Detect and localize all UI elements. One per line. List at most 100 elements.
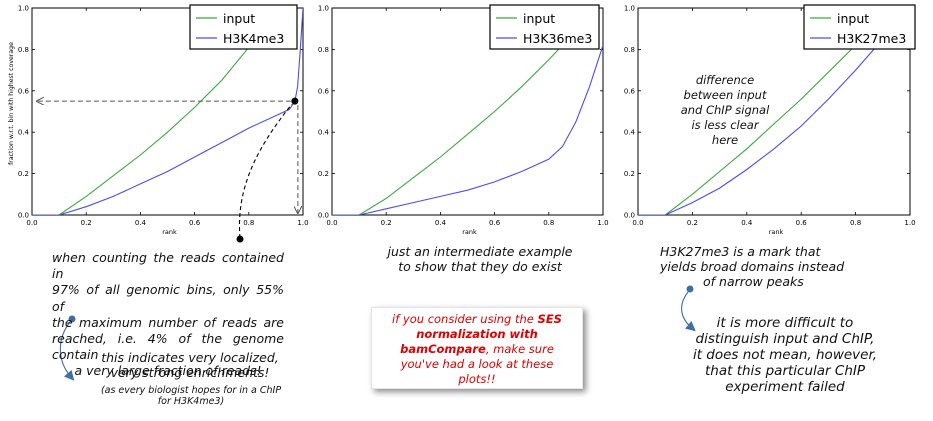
plot-frame [331, 7, 604, 216]
panel1-line-3: the maximum number of reads are [52, 314, 284, 330]
panel2-line-2: to show that they do exist [398, 259, 562, 274]
y-tick-label: 0.8 [18, 46, 29, 54]
series-line-input [638, 22, 878, 215]
x-tick-label: 1.0 [904, 219, 915, 227]
chart-panel-1: 0.0 0.2 0.4 0.6 0.8 1.0 0.0 0.2 0.4 0.6 0.8 1.0 rank… [8, 4, 309, 236]
y-tick-label: 0.0 [318, 212, 329, 220]
y-tick-label: 0.4 [318, 129, 330, 137]
panel1-note: (as every biologist hopes for in a ChIP … [86, 385, 296, 407]
y-tick-label: 0.0 [18, 212, 29, 220]
x-tick-label: 0.4 [135, 219, 147, 227]
x-tick-label: 0.2 [687, 219, 698, 227]
chart-panel-3: 0.0 0.2 0.4 0.6 0.8 1.0 0.0 0.2 0.4 0.6 0.8 1.0 rank… [624, 4, 916, 236]
y-tick-label: 0.6 [624, 87, 636, 95]
panel1-line-5: a very large fraction of reads! [74, 363, 262, 379]
callout-bold-2: normalization with [416, 327, 538, 341]
panel3-explanation: H3K27me3 is a mark that yields broad dom… [660, 244, 870, 289]
callout-line-2: normalization with [372, 327, 582, 342]
plot-frame [637, 7, 911, 216]
bullet-arrow-1 [59, 321, 75, 381]
panel3-inside-line-2: between input [683, 88, 767, 102]
y-tick-label: 0.2 [318, 170, 329, 178]
y-tick-label: 0.8 [318, 46, 329, 54]
x-tick-label: 0.0 [326, 219, 337, 227]
panel3-line-3: of narrow peaks [703, 274, 804, 289]
y-tick-label: 0.2 [624, 170, 635, 178]
pointer-connector [238, 103, 293, 239]
x-tick-label: 0.6 [489, 219, 501, 227]
x-tick-label: 0.8 [850, 219, 861, 227]
panel1-line-1: when counting the reads contained in [52, 250, 284, 282]
legend-entry: H3K4me3 [223, 31, 284, 46]
y-tick-label: 0.4 [624, 129, 636, 137]
panel3-inside-note: difference between input and ChIP signal… [665, 73, 785, 148]
y-tick-label: 1.0 [318, 5, 329, 13]
panel3-line-1: H3K27me3 is a mark that [660, 244, 821, 259]
chart-panel-2: 0.0 0.2 0.4 0.6 0.8 1.0 0.0 0.2 0.4 0.6 0.8 1.0 rank… [318, 4, 609, 236]
callout-part-2: , make sure [485, 342, 554, 356]
legend-box [803, 4, 916, 50]
series-line-h3k27me3 [638, 38, 884, 215]
x-tick-label: 0.2 [81, 219, 92, 227]
x-tick-label: 0.6 [189, 219, 201, 227]
callout-bold-3: bamCompare [400, 342, 486, 356]
panel3-inside-line-1: difference [695, 73, 755, 87]
legend-box [489, 4, 600, 50]
x-tick-label: 0.8 [543, 219, 554, 227]
series-line-input [32, 28, 263, 215]
x-tick-label: 0.4 [435, 219, 447, 227]
legend-entry: input [837, 11, 869, 26]
legend-entry: H3K27me3 [837, 31, 906, 46]
x-tick-label: 0.4 [741, 219, 753, 227]
y-tick-label: 1.0 [624, 5, 635, 13]
bullet-dot-2 [686, 285, 694, 293]
x-axis-label: rank [162, 228, 177, 236]
y-tick-label: 0.6 [318, 87, 330, 95]
panel3-inside-line-4: is less clear [691, 118, 759, 132]
x-tick-label: 0.0 [632, 219, 643, 227]
panel3-inside-line-3: and ChIP signal [680, 103, 770, 117]
y-tick-label: 0.0 [624, 212, 635, 220]
panel3-conclusion-line-5: experiment failed [725, 379, 845, 395]
series-line-input [332, 13, 590, 215]
callout-line-3: bamCompare, make sure [372, 342, 582, 357]
callout-bold-1: SES [537, 312, 562, 326]
panel3-conclusion-line-2: distinguish input and ChIP, [695, 331, 875, 347]
panel1-note-line-2: for H3K4me3) [157, 396, 225, 407]
legend-box [189, 4, 298, 50]
bullet-dot-1 [68, 315, 76, 323]
y-axis-label: fraction w.r.t. bin with highest coverag… [8, 42, 15, 165]
series-line-h3k36me3 [332, 45, 603, 215]
panel3-conclusion-line-3: it does not mean, however, [692, 347, 878, 363]
panel1-conclusion-line-2: very strong enrichments! [110, 365, 270, 380]
x-tick-label: 1.0 [297, 219, 308, 227]
callout-line-1: if you consider using the SES [372, 312, 582, 327]
panel3-conclusion: it is more difficult to distinguish inpu… [680, 315, 890, 395]
bullet-arrow-2 [681, 291, 696, 332]
panel1-explanation: when counting the reads contained in 97%… [52, 250, 284, 380]
panel1-line-4: reached, i.e. 4% of the genome contain [52, 331, 284, 363]
y-tick-label: 0.4 [18, 129, 30, 137]
x-tick-label: 0.0 [26, 219, 37, 227]
reference-point-marker [291, 97, 299, 105]
panel1-conclusion-line-1: this indicates very localized, [101, 350, 279, 365]
legend: input H3K4me3 [189, 4, 298, 50]
x-tick-label: 1.0 [597, 219, 608, 227]
panel3-conclusion-line-1: it is more difficult to [716, 315, 854, 331]
panel3-inside-line-5: here [711, 133, 739, 147]
plot-frame [31, 7, 304, 216]
y-tick-label: 1.0 [18, 5, 29, 13]
panel1-note-line-1: (as every biologist hopes for in a ChIP [100, 385, 282, 396]
callout-line-5: plots!! [458, 372, 496, 386]
x-tick-label: 0.6 [796, 219, 808, 227]
panel2-line-1: just an intermediate example [387, 244, 573, 259]
callout-line-4: you've had a look at these [400, 357, 554, 371]
legend: input H3K27me3 [803, 4, 916, 50]
y-tick-label: 0.8 [624, 46, 635, 54]
panel3-conclusion-line-4: that this particular ChIP [704, 363, 866, 379]
panel3-line-2: yields broad domains instead [660, 259, 845, 274]
y-tick-label: 0.6 [18, 87, 30, 95]
x-tick-label: 0.8 [243, 219, 254, 227]
callout-part-1: if you consider using the [392, 312, 538, 326]
